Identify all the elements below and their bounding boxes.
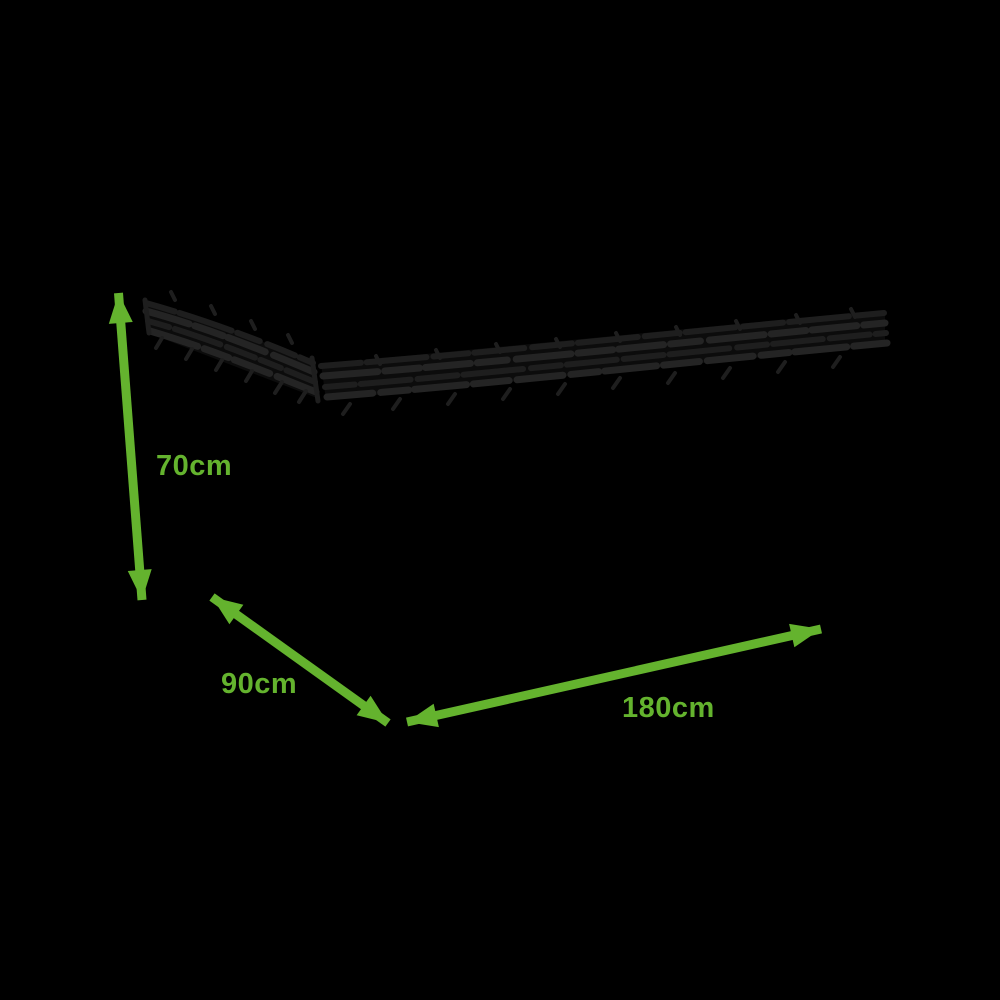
plank-sketch (142, 290, 891, 416)
wood-grain-stroke (319, 319, 889, 380)
double-arrow-diagonal-right-icon (406, 623, 822, 728)
wood-grain-stroke (322, 330, 889, 390)
dimension-arrows (108, 292, 822, 728)
length-dimension-label: 180cm (622, 692, 715, 724)
double-arrow-vertical-icon (108, 292, 152, 601)
wood-hatch-marks (154, 290, 308, 404)
wood-grain-stroke (323, 339, 891, 401)
double-arrow-diagonal-left-icon (209, 593, 391, 727)
wood-grain-stroke (142, 307, 318, 376)
dimension-labels: 70cm 90cm 180cm (156, 450, 715, 724)
height-dimension-label: 70cm (156, 450, 232, 482)
plank-right-board (321, 310, 885, 400)
width-dimension-label: 90cm (221, 668, 297, 700)
plank-corner-joint (309, 355, 321, 404)
wood-grain-stroke (143, 300, 316, 366)
wood-hatch-marks (341, 307, 857, 416)
wood-grain-stroke (318, 310, 887, 369)
wood-grain-stroke (145, 318, 318, 385)
wood-grain-stroke (146, 327, 320, 396)
